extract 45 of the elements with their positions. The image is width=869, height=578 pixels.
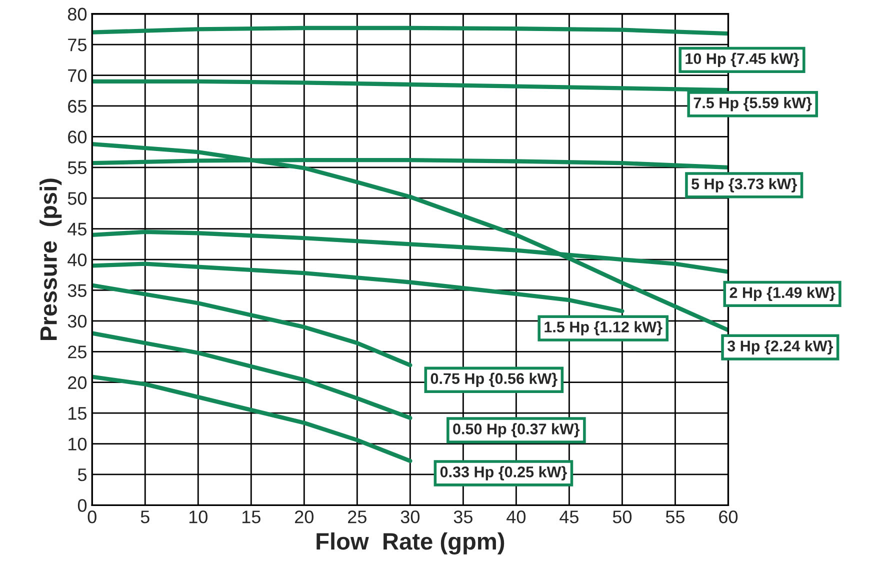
x-tick-label: 35 [454, 510, 472, 524]
y-tick-label: 70 [68, 69, 87, 82]
x-tick-label: 60 [719, 510, 738, 524]
x-tick-label: 40 [506, 510, 526, 524]
line-series [92, 262, 624, 314]
x-axis-title: Flow Rate (gpm) [316, 532, 504, 555]
line-series [92, 374, 412, 464]
y-tick-label: 35 [68, 284, 86, 297]
y-tick-label: 0 [78, 499, 87, 512]
x-tick-label: 5 [140, 510, 150, 524]
y-axis-title: Pressure (psi) [40, 178, 62, 340]
y-tick-label: 60 [68, 130, 87, 144]
series-label: 0.75 Hp {0.56 kW} [430, 372, 558, 388]
y-tick-label: 55 [68, 162, 86, 174]
y-tick-label: 50 [68, 192, 87, 205]
y-tick-label: 40 [68, 253, 87, 266]
y-tick-label: 10 [68, 438, 87, 450]
x-tick-label: 15 [242, 510, 260, 524]
y-tick-label: 20 [68, 376, 87, 390]
series-label: 2 Hp {1.49 kW} [730, 286, 836, 302]
x-tick-label: 30 [400, 510, 420, 524]
y-tick-label: 45 [68, 222, 86, 236]
x-tick-label: 45 [560, 510, 578, 524]
y-tick-label: 75 [68, 38, 86, 52]
text: 0.33 Hp {0.25 kW} [440, 466, 567, 480]
text: 0.50 Hp {0.37 kW} [453, 423, 580, 438]
y-tick-label: 30 [68, 314, 87, 328]
x-tick-label: 50 [612, 510, 632, 524]
y-tick-label: 5 [78, 468, 86, 482]
y-tick-label: 65 [68, 100, 86, 113]
x-tick-label: 20 [295, 510, 314, 524]
x-tick-label: 10 [189, 510, 208, 524]
series-label: 7.5 Hp {5.59 kW} [694, 97, 812, 112]
series-label: 1.5 Hp {1.12 kW} [544, 321, 662, 336]
y-tick-label: 80 [68, 8, 87, 21]
x-tick-label: 0 [88, 510, 96, 524]
line-series [92, 283, 412, 368]
series-label: 5 Hp {3.73 kW} [692, 178, 797, 192]
x-tick-label: 55 [666, 510, 684, 524]
x-tick-label: 25 [348, 510, 366, 524]
y-tick-label: 15 [68, 407, 86, 420]
line-series [92, 331, 412, 420]
y-tick-label: 25 [68, 346, 86, 358]
series-label: 3 Hp {2.24 kW} [727, 340, 834, 354]
series-label: 10 Hp {7.45 kW} [686, 52, 800, 68]
